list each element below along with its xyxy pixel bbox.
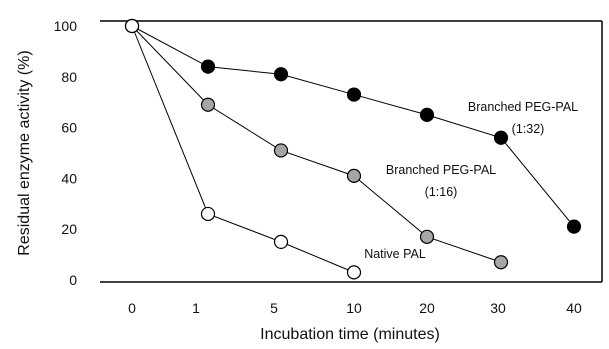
x-tick-label: 0 (128, 300, 136, 316)
x-tick-label: 1 (192, 300, 200, 316)
data-point (273, 234, 289, 249)
data-point (346, 87, 362, 102)
data-point (493, 130, 509, 145)
data-point (493, 255, 509, 270)
data-point (200, 206, 216, 222)
y-tick-label: 40 (61, 170, 77, 186)
x-tick-label: 5 (270, 300, 278, 316)
series-layer (124, 18, 582, 280)
x-tick-label: 30 (490, 300, 506, 316)
tick-labels: 0 1 5 10 20 30 40 0 20 40 60 80 100 (54, 18, 582, 316)
data-point (419, 229, 435, 244)
y-tick-label: 20 (61, 221, 77, 237)
data-point (346, 168, 362, 183)
y-axis-title: Residual enzyme activity (%) (16, 50, 33, 255)
data-point (200, 59, 216, 74)
data-point (346, 265, 362, 280)
data-point (273, 67, 289, 82)
series-label-peg-1-16-line2: (1:16) (425, 185, 458, 199)
series-line (131, 25, 502, 263)
x-tick-label: 40 (566, 300, 582, 316)
x-axis-title: Incubation time (minutes) (260, 326, 440, 343)
y-tick-label: 0 (69, 272, 77, 288)
data-point (419, 107, 435, 123)
x-tick-label: 10 (346, 300, 362, 316)
y-tick-label: 60 (61, 120, 77, 136)
series-label-peg-1-32-line2: (1:32) (512, 122, 545, 136)
series-2 (124, 18, 509, 270)
series-3 (124, 18, 362, 280)
plot-frame (100, 20, 603, 283)
series-label-native-pal: Native PAL (364, 247, 426, 261)
series-label-peg-1-16-line1: Branched PEG-PAL (386, 163, 496, 177)
y-tick-label: 100 (54, 18, 78, 34)
series-line (131, 25, 355, 273)
series-label-peg-1-32-line1: Branched PEG-PAL (468, 100, 578, 114)
data-point (200, 97, 216, 112)
data-point (273, 143, 289, 158)
data-point (124, 18, 140, 34)
data-point (566, 219, 582, 234)
series-line (131, 25, 575, 227)
x-tick-label: 20 (419, 300, 435, 316)
y-tick-label: 80 (61, 69, 77, 85)
